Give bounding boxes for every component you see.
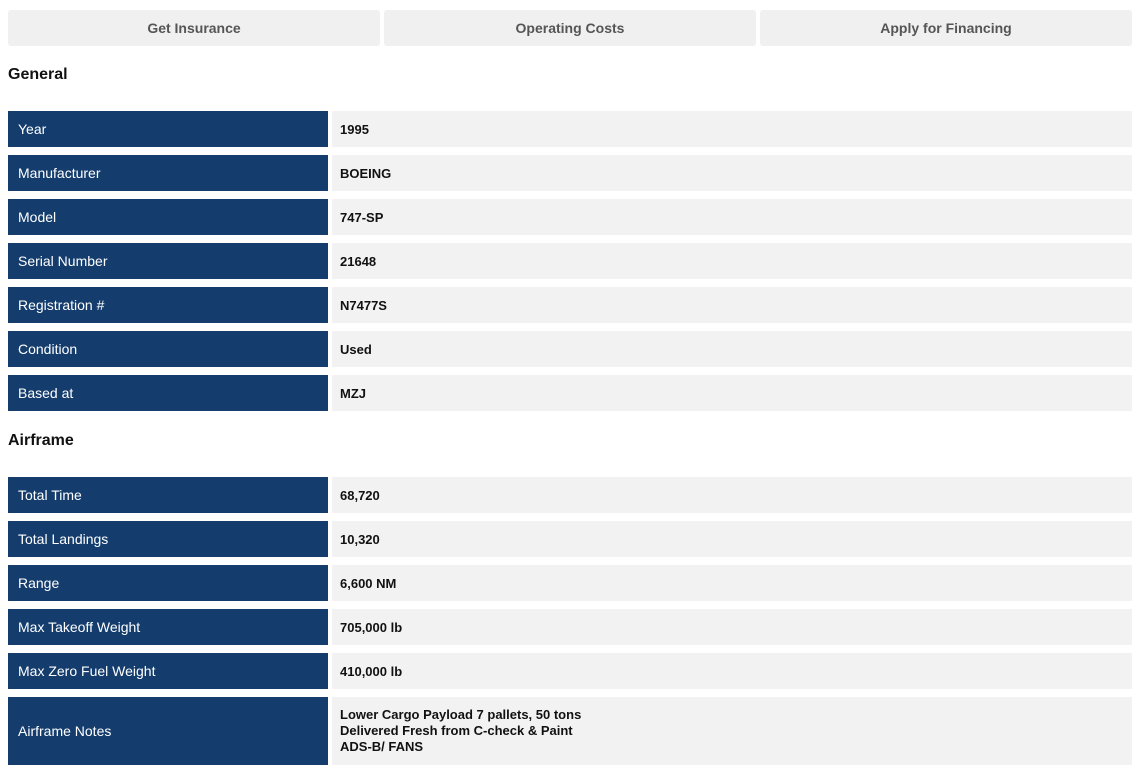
spec-row-based-at: Based at MZJ <box>8 375 1132 411</box>
spec-value: 747-SP <box>332 199 1132 235</box>
get-insurance-button[interactable]: Get Insurance <box>8 10 380 46</box>
spec-value: 6,600 NM <box>332 565 1132 601</box>
spec-value: Used <box>332 331 1132 367</box>
spec-label: Registration # <box>8 287 328 323</box>
airframe-section-title: Airframe <box>8 432 74 449</box>
action-bar: Get Insurance Operating Costs Apply for … <box>8 10 1132 46</box>
spec-value: MZJ <box>332 375 1132 411</box>
spec-label: Total Landings <box>8 521 328 557</box>
spec-label: Max Takeoff Weight <box>8 609 328 645</box>
note-line: Lower Cargo Payload 7 pallets, 50 tons <box>340 707 582 722</box>
spec-row-range: Range 6,600 NM <box>8 565 1132 601</box>
spec-row-max-takeoff-weight: Max Takeoff Weight 705,000 lb <box>8 609 1132 645</box>
spec-row-year: Year 1995 <box>8 111 1132 147</box>
spec-row-total-time: Total Time 68,720 <box>8 477 1132 513</box>
spec-label: Airframe Notes <box>8 697 328 765</box>
general-section-title: General <box>8 66 68 83</box>
spec-value: BOEING <box>332 155 1132 191</box>
note-line: Delivered Fresh from C-check & Paint <box>340 723 573 738</box>
spec-label: Range <box>8 565 328 601</box>
spec-value: 410,000 lb <box>332 653 1132 689</box>
spec-value: 1995 <box>332 111 1132 147</box>
general-spec-table: Year 1995 Manufacturer BOEING Model 747-… <box>8 111 1132 419</box>
spec-row-model: Model 747-SP <box>8 199 1132 235</box>
spec-value: N7477S <box>332 287 1132 323</box>
spec-label: Serial Number <box>8 243 328 279</box>
operating-costs-button[interactable]: Operating Costs <box>384 10 756 46</box>
apply-for-financing-button[interactable]: Apply for Financing <box>760 10 1132 46</box>
spec-value: 705,000 lb <box>332 609 1132 645</box>
spec-value: 10,320 <box>332 521 1132 557</box>
spec-value: 68,720 <box>332 477 1132 513</box>
spec-value: 21648 <box>332 243 1132 279</box>
spec-row-serial-number: Serial Number 21648 <box>8 243 1132 279</box>
spec-label: Manufacturer <box>8 155 328 191</box>
spec-row-manufacturer: Manufacturer BOEING <box>8 155 1132 191</box>
spec-row-airframe-notes: Airframe Notes Lower Cargo Payload 7 pal… <box>8 697 1132 765</box>
spec-label: Max Zero Fuel Weight <box>8 653 328 689</box>
spec-label: Condition <box>8 331 328 367</box>
airframe-notes-value: Lower Cargo Payload 7 pallets, 50 tons D… <box>332 697 1132 765</box>
spec-row-total-landings: Total Landings 10,320 <box>8 521 1132 557</box>
airframe-spec-table: Total Time 68,720 Total Landings 10,320 … <box>8 477 1132 773</box>
spec-row-condition: Condition Used <box>8 331 1132 367</box>
spec-label: Year <box>8 111 328 147</box>
spec-label: Total Time <box>8 477 328 513</box>
spec-label: Based at <box>8 375 328 411</box>
note-line: ADS-B/ FANS <box>340 739 424 754</box>
spec-label: Model <box>8 199 328 235</box>
spec-row-registration: Registration # N7477S <box>8 287 1132 323</box>
spec-row-max-zero-fuel-weight: Max Zero Fuel Weight 410,000 lb <box>8 653 1132 689</box>
